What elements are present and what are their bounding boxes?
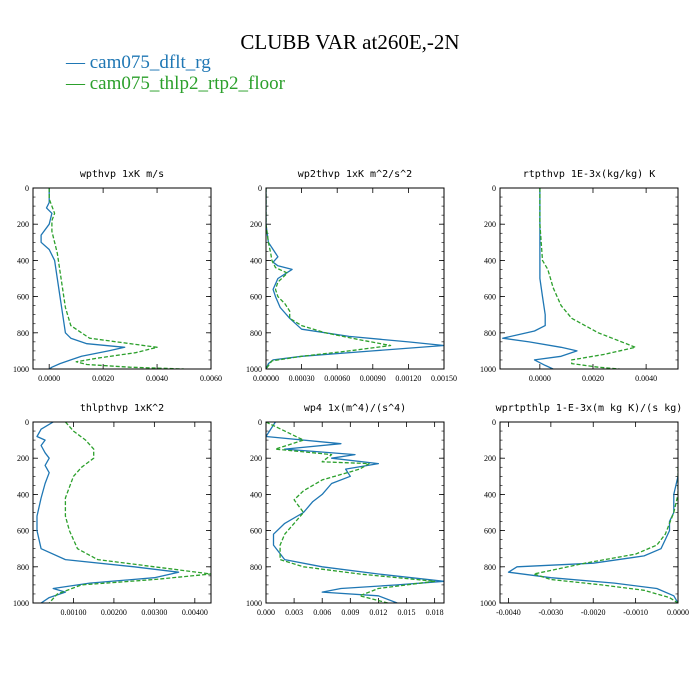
- y-tick-label: 0: [492, 418, 496, 427]
- panel-title: rtpthvp 1E-3x(kg/kg) K: [523, 169, 655, 180]
- y-tick-label: 800: [250, 329, 262, 338]
- series-dflt-line: [266, 422, 444, 603]
- y-tick-label: 800: [484, 563, 496, 572]
- y-tick-label: 200: [484, 454, 496, 463]
- y-tick-label: 600: [484, 293, 496, 302]
- x-tick-label: 0.00200: [101, 608, 127, 617]
- series-dflt-line: [36, 422, 180, 603]
- panel-title: wp4 1x(m^4)/(s^4): [304, 403, 406, 414]
- panel-frame: [32, 187, 212, 370]
- x-tick-label: 0.0020: [582, 374, 604, 383]
- y-tick-label: 200: [17, 454, 29, 463]
- series-dflt-line: [502, 188, 578, 369]
- y-tick-label: 400: [250, 256, 262, 265]
- y-tick-label: 600: [250, 293, 262, 302]
- y-tick-label: 200: [250, 454, 262, 463]
- x-tick-label: 0.00400: [182, 608, 208, 617]
- x-tick-label: 0.00030: [289, 374, 315, 383]
- y-tick-label: 1000: [480, 365, 496, 374]
- panel-title: wprtpthlp 1-E-3x(m kg K)/(s kg): [496, 403, 683, 414]
- y-tick-label: 200: [17, 220, 29, 229]
- y-tick-label: 200: [484, 220, 496, 229]
- y-tick-label: 1000: [246, 599, 262, 608]
- y-tick-label: 0: [25, 418, 29, 427]
- series-floor-line: [266, 188, 392, 369]
- panel-frame: [499, 187, 679, 370]
- x-tick-label: 0.00090: [360, 374, 386, 383]
- series-floor-line: [48, 188, 185, 369]
- y-tick-label: 1000: [13, 365, 29, 374]
- legend-entry-floor: — cam075_thlp2_rtp2_floor: [66, 73, 285, 94]
- y-tick-label: 800: [250, 563, 262, 572]
- y-tick-label: 800: [17, 563, 29, 572]
- y-tick-label: 0: [25, 184, 29, 193]
- series-dflt-line: [266, 188, 444, 369]
- x-tick-label: 0.015: [398, 608, 416, 617]
- x-tick-label: -0.0030: [539, 608, 564, 617]
- x-tick-label: 0.018: [426, 608, 444, 617]
- x-tick-label: 0.0000: [667, 608, 689, 617]
- x-tick-label: 0.00300: [141, 608, 167, 617]
- x-tick-label: 0.0020: [92, 374, 114, 383]
- panel-frame: [32, 421, 212, 604]
- series-floor-line: [539, 188, 637, 369]
- y-tick-label: 400: [17, 490, 29, 499]
- x-tick-label: 0.000: [257, 608, 275, 617]
- series-dflt-line: [40, 188, 126, 369]
- x-tick-label: 0.0000: [529, 374, 551, 383]
- y-tick-label: 800: [17, 329, 29, 338]
- x-tick-label: -0.0010: [623, 608, 648, 617]
- panel-frame: [499, 421, 679, 604]
- y-tick-label: 1000: [13, 599, 29, 608]
- x-tick-label: 0.006: [313, 608, 331, 617]
- x-tick-label: -0.0040: [496, 608, 521, 617]
- x-tick-label: -0.0020: [581, 608, 606, 617]
- x-tick-label: 0.00150: [431, 374, 457, 383]
- x-tick-label: 0.00120: [395, 374, 421, 383]
- x-tick-label: 0.009: [341, 608, 359, 617]
- x-tick-label: 0.003: [285, 608, 303, 617]
- series-floor-line: [48, 422, 211, 603]
- y-tick-label: 400: [484, 256, 496, 265]
- x-tick-label: 0.0040: [146, 374, 168, 383]
- figure-title: CLUBB VAR at260E,-2N: [240, 30, 460, 54]
- y-tick-label: 0: [492, 184, 496, 193]
- panel-title: wpthvp 1xK m/s: [80, 169, 164, 180]
- panel-title: thlpthvp 1xK^2: [80, 403, 164, 414]
- x-tick-label: 0.00060: [324, 374, 350, 383]
- y-tick-label: 600: [17, 293, 29, 302]
- y-tick-label: 0: [258, 418, 262, 427]
- y-tick-label: 600: [484, 527, 496, 536]
- x-tick-label: 0.0000: [38, 374, 60, 383]
- panel-frame: [265, 187, 445, 370]
- y-tick-label: 600: [17, 527, 29, 536]
- y-tick-label: 800: [484, 329, 496, 338]
- y-tick-label: 200: [250, 220, 262, 229]
- x-tick-label: 0.00100: [60, 608, 86, 617]
- legend-entry-dflt: — cam075_dflt_rg: [66, 52, 211, 73]
- y-tick-label: 0: [258, 184, 262, 193]
- x-tick-label: 0.0060: [200, 374, 222, 383]
- y-tick-label: 1000: [480, 599, 496, 608]
- y-tick-label: 1000: [246, 365, 262, 374]
- series-floor-line: [533, 467, 678, 603]
- panel-title: wp2thvp 1xK m^2/s^2: [298, 169, 412, 180]
- x-tick-label: 0.0040: [635, 374, 657, 383]
- x-tick-label: 0.00000: [253, 374, 279, 383]
- y-tick-label: 400: [484, 490, 496, 499]
- y-tick-label: 400: [17, 256, 29, 265]
- x-tick-label: 0.012: [369, 608, 387, 617]
- series-dflt-line: [507, 476, 678, 603]
- panel-frame: [265, 421, 445, 604]
- y-tick-label: 400: [250, 490, 262, 499]
- y-tick-label: 600: [250, 527, 262, 536]
